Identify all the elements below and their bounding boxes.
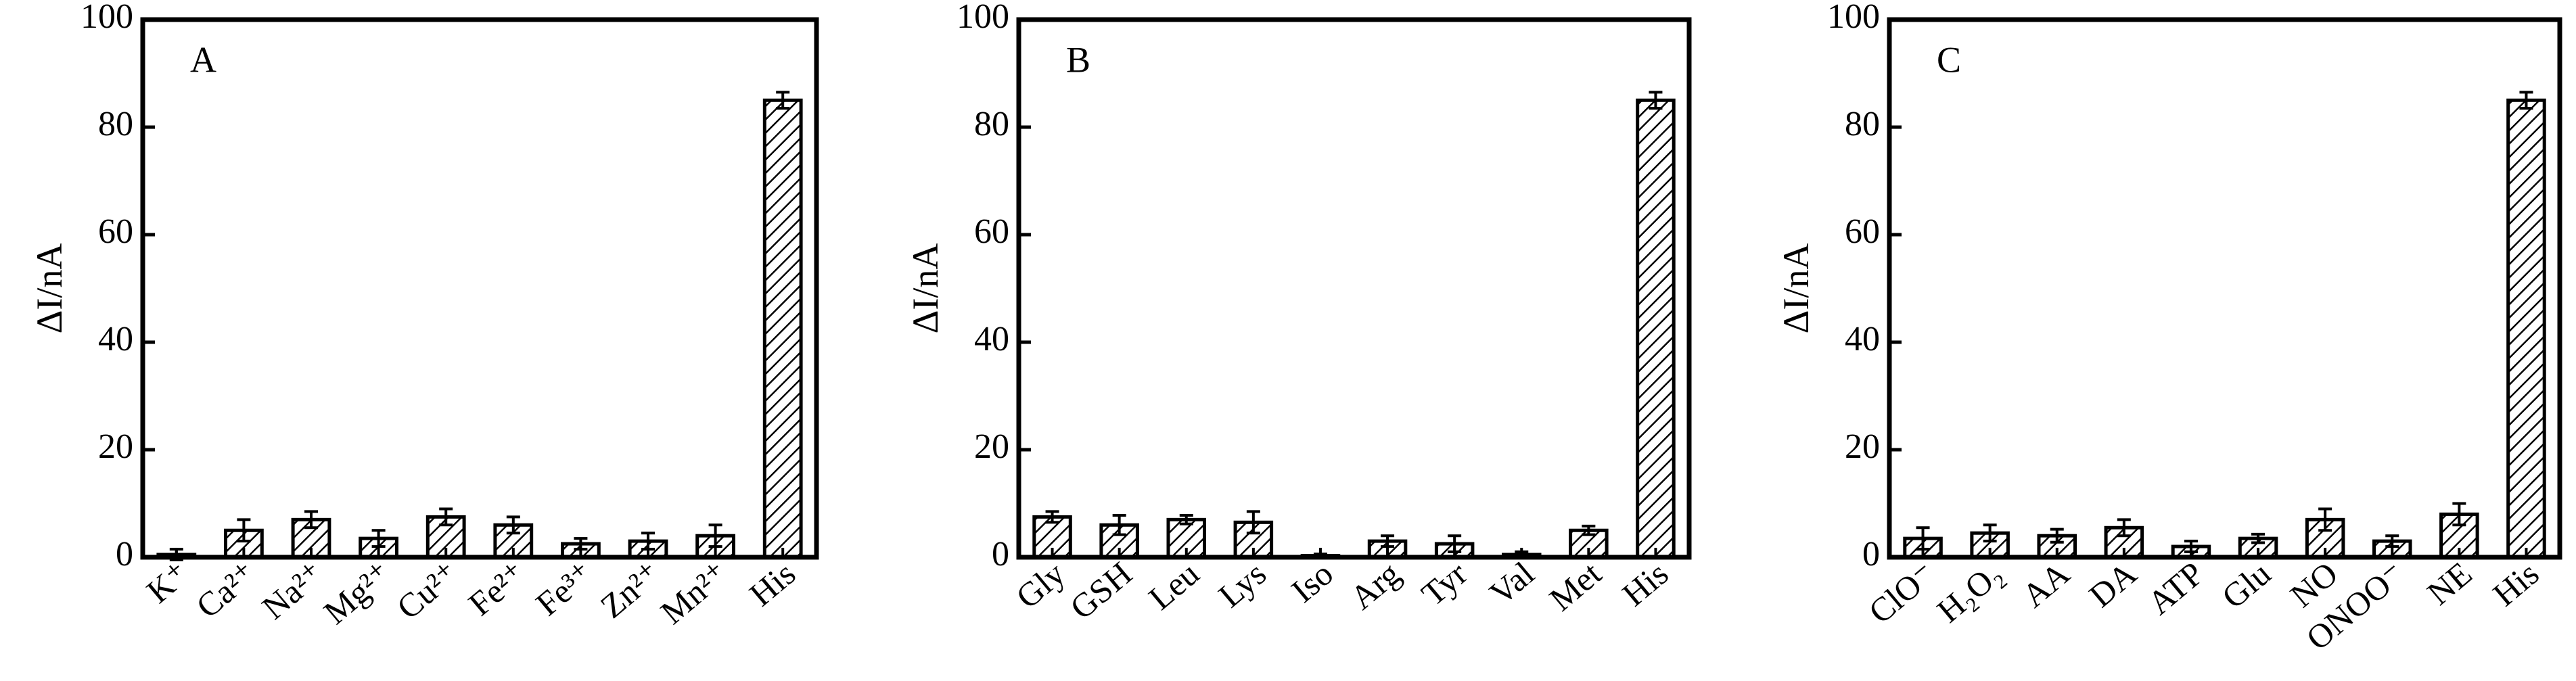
panel-label: C — [1937, 39, 1961, 80]
x-tick-label: ATP — [2140, 555, 2211, 622]
y-axis-label: ΔI/nA — [1776, 243, 1816, 334]
bar — [1636, 98, 1676, 559]
x-tick-label: Ca²⁺ — [189, 555, 263, 626]
y-tick-label: 100 — [80, 0, 133, 36]
x-tick-label: Zn²⁺ — [593, 555, 668, 626]
y-tick-label: 100 — [1827, 0, 1880, 36]
y-tick-label: 80 — [98, 105, 133, 143]
x-tick-label: Lys — [1212, 555, 1273, 615]
y-tick-label: 40 — [1845, 320, 1880, 358]
x-tick-label: Fe³⁺ — [528, 555, 600, 624]
x-tick-label: Glu — [2215, 555, 2278, 616]
x-tick-label: Arg — [1343, 555, 1407, 617]
x-tick-label: K⁺ — [139, 555, 196, 611]
x-tick-label: Tyr — [1414, 554, 1475, 613]
x-tick-label: Na²⁺ — [255, 555, 331, 627]
error-bar — [1983, 523, 1997, 543]
y-tick-label: 80 — [974, 105, 1009, 143]
x-tick-label: NE — [2420, 555, 2479, 613]
panel-label: B — [1066, 39, 1090, 80]
y-tick-label: 0 — [1862, 535, 1880, 573]
y-tick-label: 20 — [98, 427, 133, 466]
x-tick-label: His — [1615, 555, 1675, 614]
x-tick-label: GSH — [1063, 555, 1139, 627]
error-bar — [2452, 502, 2466, 527]
error-bar — [2251, 532, 2266, 544]
y-tick-label: 0 — [116, 535, 133, 573]
y-tick-label: 20 — [1845, 427, 1880, 466]
bar — [2506, 98, 2546, 559]
error-bar — [708, 523, 722, 548]
x-tick-label: Mn²⁺ — [653, 555, 735, 632]
x-tick-label: Cu²⁺ — [390, 555, 465, 627]
x-tick-label: Iso — [1284, 555, 1340, 610]
plot-frame — [1887, 17, 2562, 560]
error-bar — [1045, 510, 1059, 524]
y-tick-label: 60 — [1845, 212, 1880, 251]
x-tick-label: Mg²⁺ — [317, 555, 398, 632]
bar — [762, 98, 803, 559]
y-tick-label: 0 — [992, 535, 1009, 573]
error-bar — [1582, 524, 1596, 536]
y-tick-label: 60 — [98, 212, 133, 251]
error-bar — [1649, 91, 1663, 110]
y-tick-label: 80 — [1845, 105, 1880, 143]
error-bar — [1179, 513, 1193, 525]
y-axis-label: ΔI/nA — [29, 243, 70, 334]
error-bar — [506, 515, 520, 535]
x-tick-label: Fe²⁺ — [461, 555, 533, 624]
x-tick-label: Gly — [1009, 555, 1072, 616]
y-tick-label: 20 — [974, 427, 1009, 466]
y-axis-label: ΔI/nA — [905, 243, 946, 334]
panel-label: A — [190, 39, 216, 80]
x-tick-label: H₂O₂ — [1930, 555, 2010, 630]
plot-frame — [140, 17, 819, 560]
error-bar — [1112, 513, 1126, 536]
x-tick-label: AA — [2015, 555, 2077, 615]
y-tick-label: 60 — [974, 212, 1009, 251]
error-bar — [1381, 534, 1395, 548]
x-tick-label: Leu — [1141, 555, 1206, 617]
x-tick-label: His — [742, 555, 802, 614]
error-bar — [237, 518, 251, 543]
plot-frame — [1016, 17, 1692, 560]
error-bar — [2519, 91, 2533, 110]
y-tick-label: 40 — [98, 320, 133, 358]
error-bar — [1246, 510, 1260, 535]
error-bar — [439, 507, 453, 527]
y-tick-label: 100 — [957, 0, 1009, 36]
y-tick-label: 40 — [974, 320, 1009, 358]
error-bar — [2050, 527, 2064, 544]
error-bar — [2385, 534, 2399, 548]
x-tick-label: DA — [2082, 555, 2144, 615]
x-tick-label: Met — [1542, 554, 1609, 618]
x-tick-label: His — [2485, 555, 2546, 614]
error-bar — [2117, 518, 2131, 538]
error-bar — [2318, 507, 2332, 532]
error-bar — [371, 529, 386, 548]
error-bar — [776, 91, 790, 110]
x-tick-label: Val — [1482, 555, 1541, 613]
error-bar — [304, 510, 318, 530]
